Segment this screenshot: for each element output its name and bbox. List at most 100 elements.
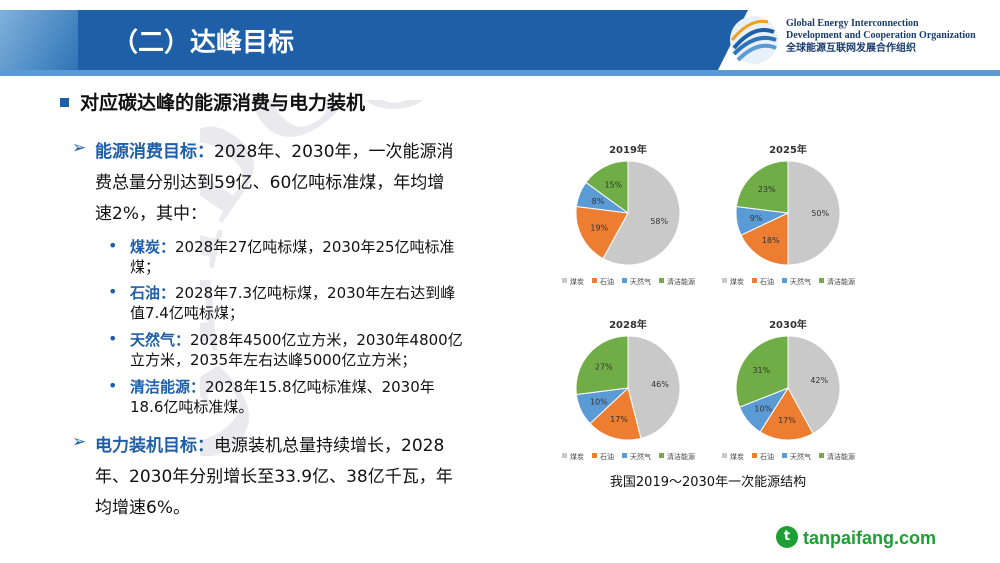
legend-swatch [752,453,757,458]
header-stripe [0,70,1000,76]
pie-slice [585,160,629,214]
clean-text1: 2028年15.8亿吨标准煤、2030年 [205,378,435,396]
pie-title: 2025年 [769,143,807,156]
pie-title: 2030年 [769,318,807,331]
legend-label: 煤炭 [570,452,584,461]
section-heading: 对应碳达峰的能源消费与电力装机 [80,92,366,114]
legend-label: 清洁能源 [827,277,855,286]
coal-line2: 煤； [130,258,161,276]
org-name-cn: 全球能源互联网发展合作组织 [786,43,916,54]
legend-label: 石油 [600,452,614,461]
pie-chart: 2025年 50% 18% 9% 23% 煤炭 石油 天然气 清洁能源 [722,143,855,286]
legend-swatch [622,453,627,458]
pie-title: 2019年 [609,143,647,156]
legend-label: 煤炭 [570,277,584,286]
pie-data-label: 18% [762,236,780,245]
geidco-watermark: GEIDCO [200,100,442,490]
pie-data-label: 23% [758,185,776,194]
org-name-en-1: Global Energy Interconnection [786,18,919,29]
legend-label: 石油 [600,277,614,286]
pie-chart: 2030年 42% 17% 10% 31% 煤炭 石油 天然气 清洁能源 [722,318,855,461]
org-name-en-2: Development and Cooperation Organization [786,30,976,41]
pie-data-label: 50% [811,209,829,218]
pie-data-label: 9% [750,214,763,223]
legend-label: 天然气 [790,452,811,461]
legend-swatch [782,453,787,458]
legend-swatch [722,453,727,458]
pie-data-label: 17% [610,415,628,424]
power-target-line2: 年、2030年分别增长至33.9亿、38亿千瓦，年 [95,467,453,487]
pie-slice [735,335,789,408]
legend-swatch [659,278,664,283]
pie-slice [740,212,789,266]
energy-target-line1: 能源消费目标：2028年、2030年，一次能源消 [95,137,454,162]
pie-data-label: 10% [754,405,772,414]
pie-slice [575,205,629,260]
pie-title: 2028年 [609,318,647,331]
pie-slice [787,160,841,266]
legend-swatch [562,278,567,283]
pie-slice [575,335,629,396]
globe-logo-icon [730,16,778,64]
site-logo-icon: t [776,526,798,548]
oil-line1: 石油：2028年7.3亿吨标煤，2030年左右达到峰 [130,282,455,303]
legend-label: 天然气 [630,452,651,461]
pie-charts-panel: 2019年 58% 19% 8% 15% 煤炭 石油 天然气 清洁能源 2025年 50% 18% 9%… [548,133,868,479]
pie-slice [589,387,642,441]
pie-chart: 2019年 58% 19% 8% 15% 煤炭 石油 天然气 清洁能源 [562,143,695,286]
energy-target-line3: 速2%，其中： [95,204,207,224]
legend-swatch [659,453,664,458]
pie-slice [759,387,814,441]
pie-slice [735,160,789,214]
pie-chart: 2028年 46% 17%10% 27% 煤炭 石油 天然气 清洁能源 [562,318,695,461]
energy-target-line2: 费总量分别达到59亿、60亿吨标准煤，年均增 [95,173,445,193]
legend-label: 天然气 [790,277,811,286]
coal-text1: 2028年27亿吨标煤，2030年25亿吨标准 [175,238,455,256]
figure-caption: 我国2019～2030年一次能源结构 [609,475,807,490]
legend-swatch [592,453,597,458]
legend-swatch [622,278,627,283]
gas-line2: 立方米，2035年左右达峰5000亿立方米； [130,351,417,369]
legend-swatch [782,278,787,283]
gas-label: 天然气： [130,331,191,349]
legend-swatch [819,278,824,283]
coal-label: 煤炭： [130,238,176,256]
pie-data-label: 10% [590,398,608,407]
pie-data-label: 46% [651,380,669,389]
legend-swatch [819,453,824,458]
pie-slice [627,335,681,439]
pie-data-label: 58% [650,217,668,226]
pie-data-label: 19% [590,224,608,233]
clean-line2: 18.6亿吨标准煤。 [130,398,254,416]
arrow-bullet-icon: ➢ [72,138,87,158]
power-target-text1: 电源装机总量持续增长，2028 [214,436,445,456]
bullet-dot: • [108,329,118,348]
energy-target-label: 能源消费目标： [95,142,214,162]
pie-data-label: 15% [604,180,622,189]
pie-slice [787,335,841,435]
gas-line1: 天然气：2028年4500亿立方米，2030年4800亿 [130,329,463,350]
pie-data-label: 27% [595,363,613,372]
legend-swatch [722,278,727,283]
legend-label: 煤炭 [730,277,744,286]
clean-line1: 清洁能源：2028年15.8亿吨标准煤、2030年 [130,376,435,397]
power-target-line3: 均增速6%。 [95,498,190,518]
legend-swatch [752,278,757,283]
legend-label: 石油 [760,277,774,286]
legend-label: 清洁能源 [827,452,855,461]
gas-text1: 2028年4500亿立方米，2030年4800亿 [190,331,463,349]
legend-label: 清洁能源 [667,277,695,286]
legend-label: 煤炭 [730,452,744,461]
oil-line2: 值7.4亿吨标煤； [130,304,244,322]
legend-swatch [562,453,567,458]
coal-line1: 煤炭：2028年27亿吨标煤，2030年25亿吨标准 [130,236,455,257]
pie-slice [602,160,681,266]
header-accent [0,10,78,70]
legend-label: 天然气 [630,277,651,286]
section-bullet-square [60,98,69,107]
pie-data-label: 42% [810,376,828,385]
energy-target-text1: 2028年、2030年，一次能源消 [214,142,454,162]
clean-label: 清洁能源： [130,378,206,396]
site-watermark: tanpaifang.com [803,528,937,548]
